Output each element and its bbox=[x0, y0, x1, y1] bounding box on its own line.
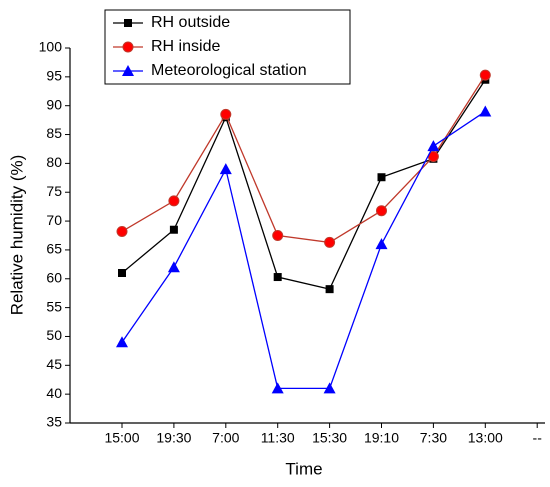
marker bbox=[116, 225, 128, 237]
marker bbox=[168, 195, 180, 207]
y-tick-label: 100 bbox=[39, 39, 63, 55]
x-tick-label: 11:30 bbox=[261, 430, 295, 446]
y-tick-label: 45 bbox=[46, 356, 62, 372]
marker bbox=[376, 205, 387, 217]
y-tick-label: 65 bbox=[46, 241, 62, 257]
legend-text: Meteorological station bbox=[151, 62, 307, 79]
marker bbox=[122, 65, 134, 76]
y-tick-label: 90 bbox=[46, 96, 62, 112]
x-tick-label: 19:30 bbox=[156, 430, 191, 446]
marker bbox=[116, 336, 128, 348]
y-tick-label: 80 bbox=[46, 154, 62, 170]
x-axis-title: Time bbox=[285, 459, 322, 478]
marker bbox=[220, 108, 232, 120]
y-axis-title: Relative humidity (%) bbox=[7, 155, 26, 316]
marker bbox=[122, 41, 134, 53]
marker bbox=[167, 261, 180, 273]
y-tick-label: 50 bbox=[46, 327, 62, 343]
x-tick-label: 13:00 bbox=[468, 430, 503, 446]
x-tick-label: 15:30 bbox=[312, 430, 347, 446]
y-tick-label: 60 bbox=[46, 269, 62, 285]
series-line bbox=[121, 110, 486, 390]
x-tick-label: -- bbox=[533, 430, 543, 446]
marker bbox=[118, 269, 126, 277]
x-tick-label: 19:10 bbox=[364, 430, 399, 446]
marker bbox=[427, 140, 440, 152]
marker bbox=[169, 225, 178, 234]
y-tick-label: 95 bbox=[46, 68, 62, 84]
marker bbox=[377, 173, 386, 182]
y-tick-label: 85 bbox=[46, 125, 62, 141]
legend-text: RH inside bbox=[151, 38, 220, 55]
marker bbox=[273, 273, 282, 282]
marker bbox=[375, 238, 388, 250]
x-tick-label: 15:00 bbox=[104, 430, 139, 446]
x-tick-label: 7:30 bbox=[420, 430, 447, 446]
marker bbox=[325, 285, 334, 294]
series-line bbox=[121, 74, 486, 244]
y-tick-label: 75 bbox=[46, 183, 62, 199]
series-line bbox=[121, 79, 486, 290]
marker bbox=[271, 382, 284, 394]
legend-box bbox=[104, 9, 351, 85]
legend-text: RH outside bbox=[151, 14, 230, 31]
y-tick-label: 35 bbox=[46, 414, 62, 430]
marker bbox=[479, 105, 492, 117]
y-tick-label: 70 bbox=[46, 212, 62, 228]
x-tick-label: 7:00 bbox=[212, 430, 239, 446]
marker bbox=[272, 230, 284, 241]
marker bbox=[323, 382, 336, 394]
y-tick-label: 55 bbox=[46, 298, 62, 314]
marker bbox=[219, 163, 232, 175]
marker bbox=[324, 236, 336, 248]
marker bbox=[124, 19, 132, 27]
y-tick-label: 40 bbox=[46, 385, 62, 401]
marker bbox=[479, 69, 491, 81]
